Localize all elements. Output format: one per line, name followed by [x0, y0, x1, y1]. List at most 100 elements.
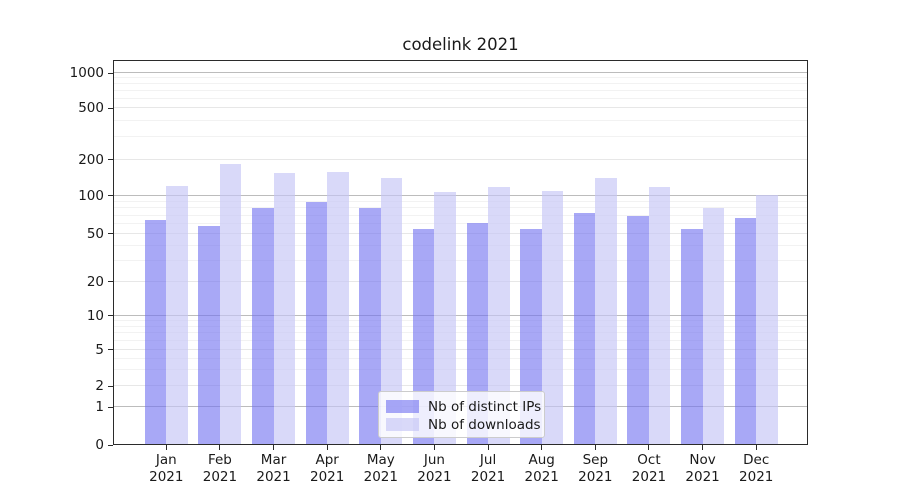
y-tick-label: 1000	[69, 65, 104, 81]
bar-downloads	[327, 172, 349, 445]
x-tick-label-month: Aug	[528, 452, 555, 468]
x-tick-label: Sep 2021	[563, 452, 627, 485]
x-tick-label-year: 2021	[470, 468, 506, 485]
y-tick	[108, 406, 113, 408]
bar-downloads	[488, 187, 510, 445]
x-tick-label: Nov 2021	[671, 452, 735, 485]
legend-item: Nb of downloads	[386, 416, 544, 433]
bar-distinct-ips	[627, 215, 649, 445]
minor-gridline	[113, 369, 808, 371]
bar-distinct-ips	[252, 207, 274, 445]
bar-distinct-ips	[412, 228, 435, 445]
y-tick	[108, 72, 113, 74]
y-tick	[108, 315, 113, 317]
x-tick	[648, 445, 650, 450]
minor-gridline	[113, 357, 808, 359]
y-tick-label: 50	[86, 225, 104, 242]
x-tick-label: Feb 2021	[188, 452, 252, 485]
y-tick	[108, 281, 113, 283]
x-tick-label-year: 2021	[417, 468, 452, 485]
bar-distinct-ips	[144, 219, 167, 445]
x-tick	[273, 445, 275, 450]
x-tick-label-month: Mar	[260, 452, 287, 468]
bar-downloads	[648, 186, 671, 445]
minor-gridline	[113, 223, 808, 224]
x-tick-label-year: 2021	[256, 468, 291, 485]
x-tick-label-year: 2021	[310, 468, 345, 485]
x-tick-label-year: 2021	[363, 468, 398, 485]
x-tick-label: Jun 2021	[402, 452, 466, 485]
x-tick	[380, 445, 382, 450]
x-tick-label: Jul 2021	[456, 452, 520, 485]
bar-distinct-ips	[198, 225, 220, 445]
y-tick-label: 20	[86, 273, 104, 290]
minor-gridline	[113, 244, 808, 246]
x-tick-label: Jan 2021	[134, 452, 198, 485]
bars-layer	[113, 60, 808, 445]
bar-downloads	[273, 172, 296, 445]
x-tick-label: Mar 2021	[242, 452, 306, 485]
gridline	[113, 232, 808, 234]
legend-label: Nb of distinct IPs	[428, 398, 542, 415]
x-tick-label-year: 2021	[685, 468, 720, 485]
minor-gridline	[113, 200, 808, 202]
plot-area	[113, 60, 808, 445]
x-tick-label-year: 2021	[202, 468, 238, 485]
bar-downloads	[541, 191, 564, 445]
x-tick	[326, 445, 328, 450]
x-tick-label-month: Apr	[315, 452, 339, 468]
x-tick	[433, 445, 435, 450]
bar-distinct-ips	[466, 223, 489, 445]
bar-distinct-ips	[681, 228, 703, 445]
gridline	[113, 107, 808, 109]
x-tick	[594, 445, 596, 450]
y-tick	[108, 159, 113, 161]
y-tick	[108, 349, 113, 351]
minor-gridline	[113, 90, 808, 92]
x-tick	[541, 445, 543, 450]
x-tick-label-month: Oct	[637, 452, 661, 468]
gridlines-layer	[113, 60, 808, 445]
gridline	[113, 159, 808, 160]
x-tick-label: May 2021	[349, 452, 413, 485]
bar-downloads	[756, 195, 778, 445]
bar-downloads	[434, 192, 456, 445]
x-tick-label-month: Nov	[689, 452, 716, 468]
x-tick-label-month: May	[366, 452, 395, 468]
x-tick-label-month: Jan	[155, 452, 177, 468]
gridline	[113, 385, 808, 387]
bar-distinct-ips	[734, 217, 757, 445]
minor-gridline	[113, 136, 808, 137]
legend-swatch	[386, 400, 419, 413]
minor-gridline	[113, 77, 808, 79]
x-tick	[702, 445, 704, 450]
x-tick	[165, 445, 167, 450]
x-tick-label-year: 2021	[631, 468, 667, 485]
legend-swatch	[386, 418, 419, 431]
gridline	[113, 315, 808, 316]
legend-label: Nb of downloads	[428, 416, 541, 433]
y-tick-label: 2	[95, 378, 104, 395]
x-tick-label-year: 2021	[739, 468, 774, 485]
minor-gridline	[113, 325, 808, 327]
x-tick-label-year: 2021	[149, 468, 184, 485]
chart-title: codelink 2021	[402, 35, 519, 54]
y-tick-label: 1	[95, 399, 104, 415]
x-tick-label: Dec 2021	[724, 452, 788, 485]
x-tick-label: Aug 2021	[510, 452, 574, 485]
legend-item: Nb of distinct IPs	[386, 398, 544, 415]
bar-downloads	[380, 177, 403, 445]
minor-gridline	[113, 340, 808, 342]
y-tick	[108, 107, 113, 109]
minor-gridline	[113, 320, 808, 322]
bar-distinct-ips	[520, 228, 542, 445]
bar-downloads	[166, 185, 188, 445]
x-tick-label-month: Dec	[743, 452, 770, 468]
y-tick-label: 0	[95, 437, 104, 453]
x-tick-label-month: Feb	[207, 452, 232, 468]
gridline	[113, 281, 808, 282]
minor-gridline	[113, 259, 808, 261]
x-tick-label-month: Jul	[479, 452, 497, 468]
gridline	[113, 348, 808, 350]
